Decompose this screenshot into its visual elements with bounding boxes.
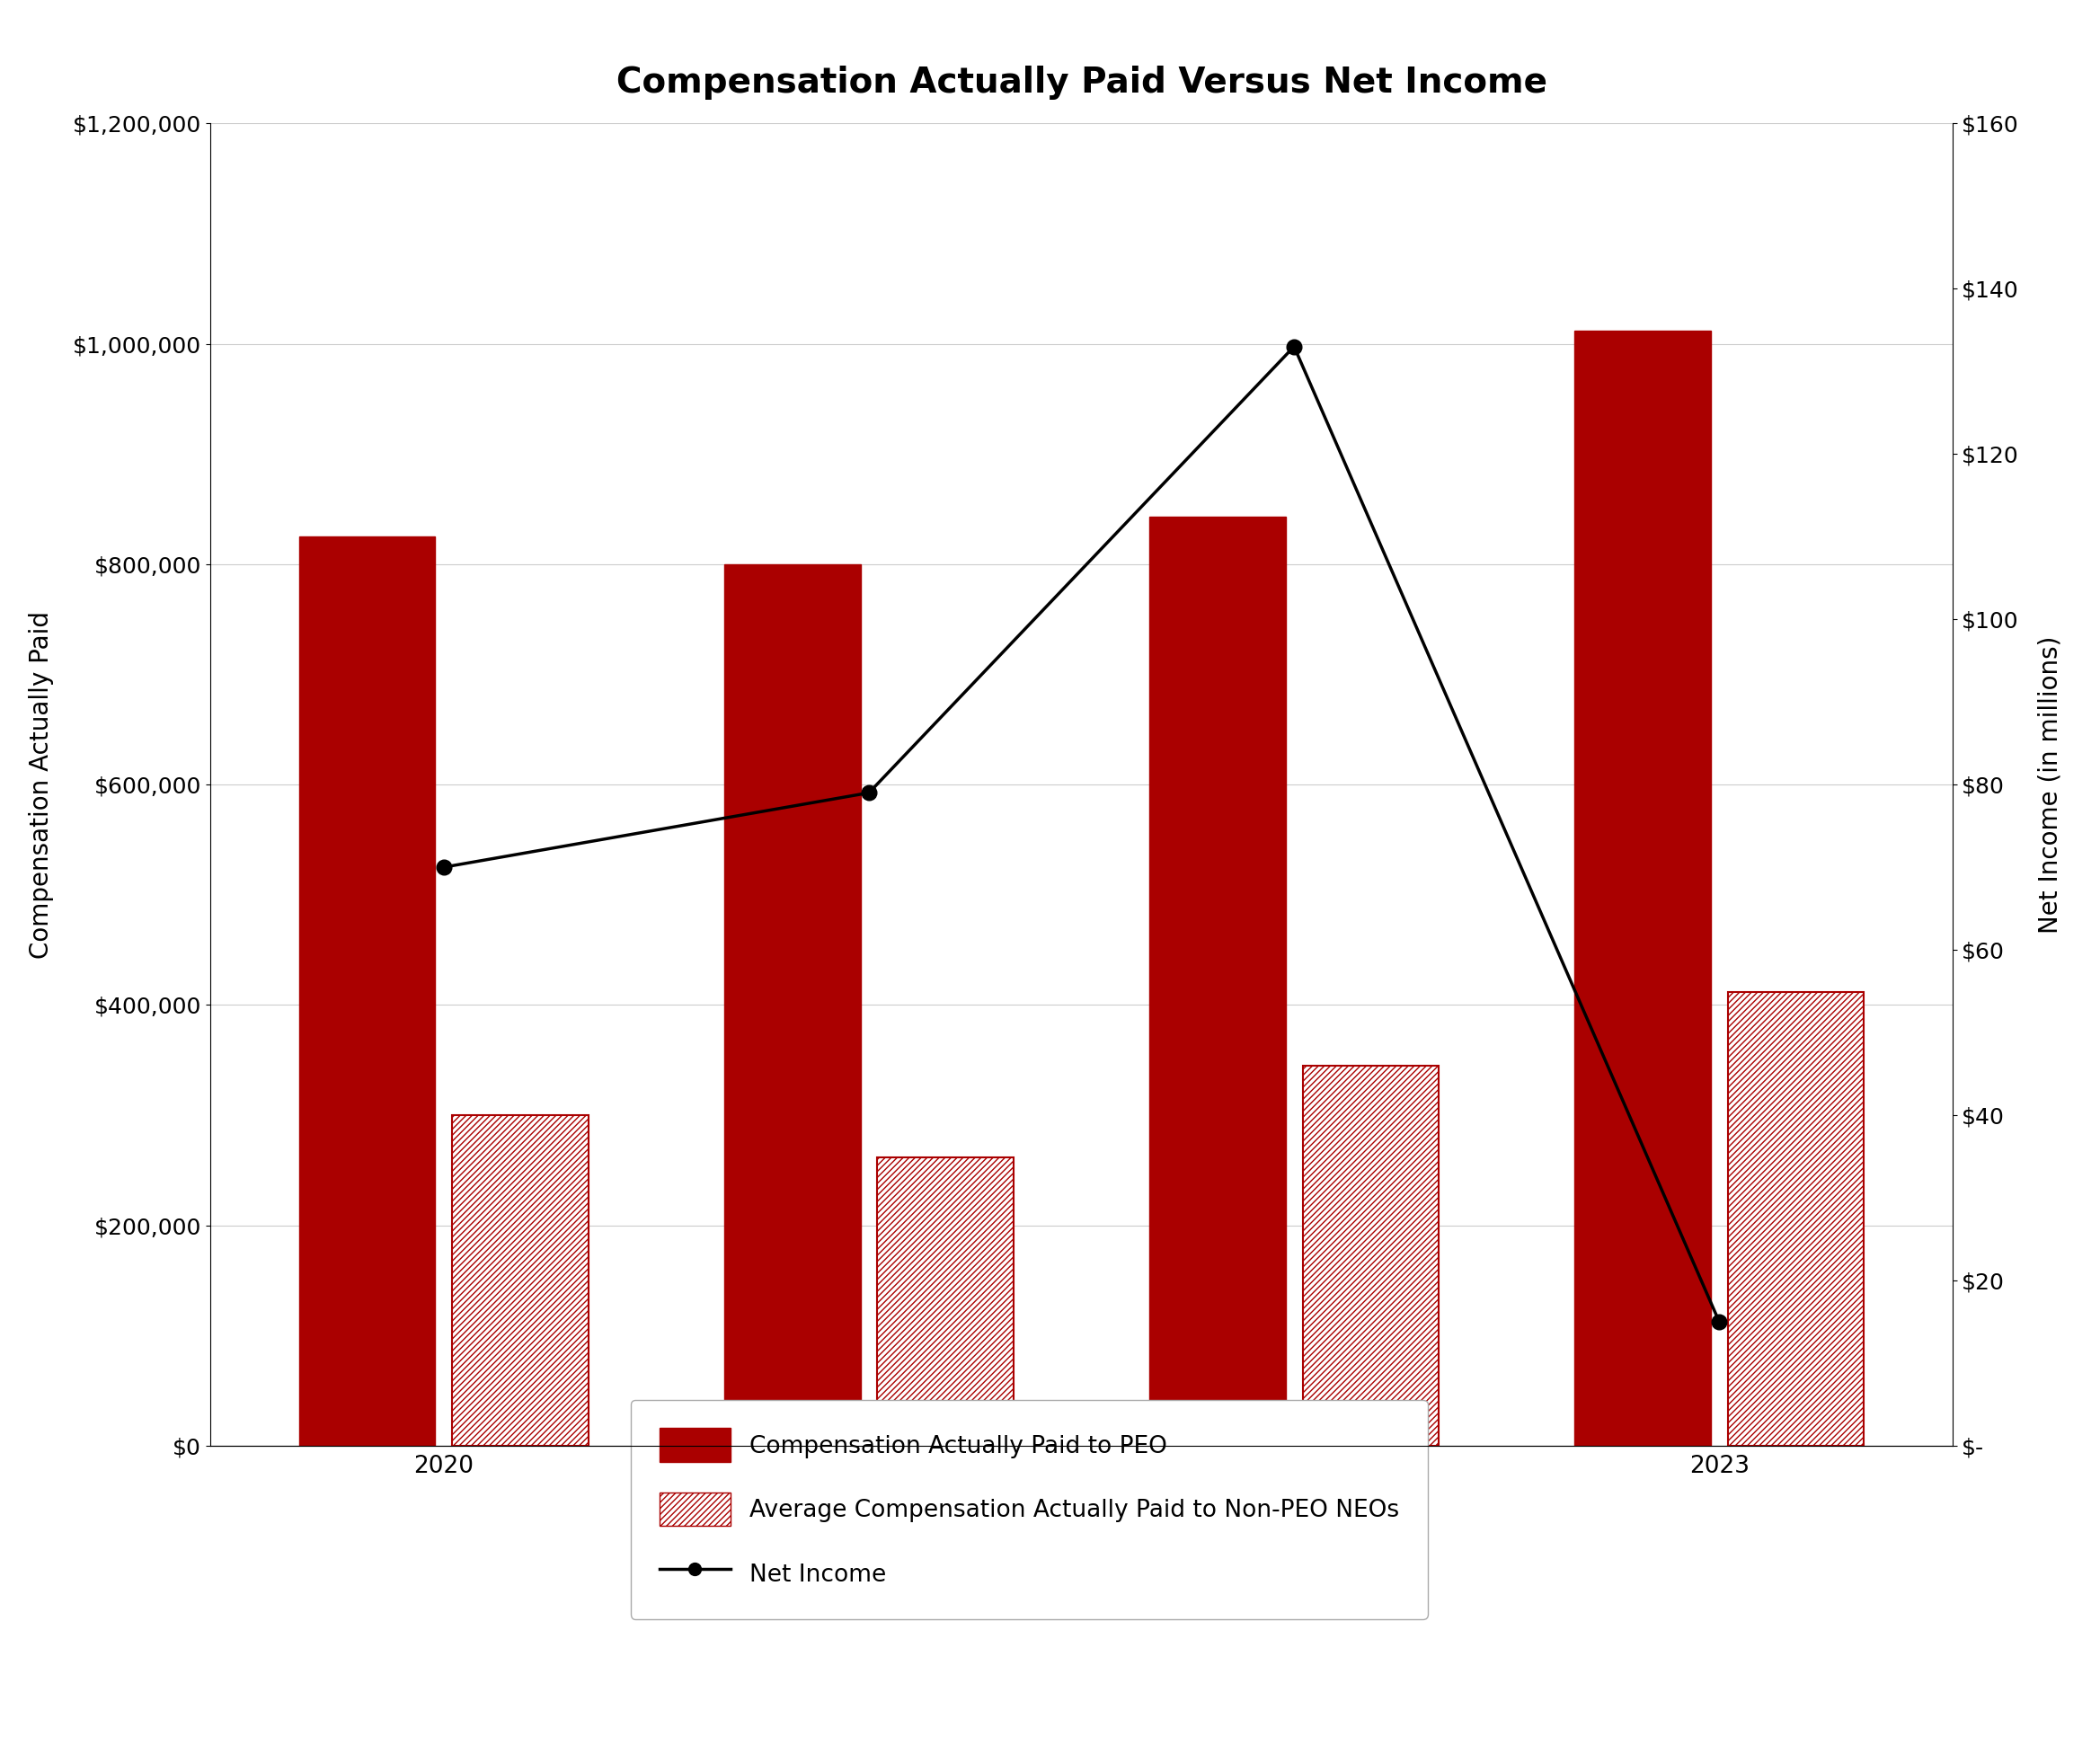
Bar <box>1575 330 1712 1446</box>
Bar <box>724 564 861 1446</box>
Net Income <box>1707 1312 1732 1333</box>
Bar <box>1149 517 1285 1446</box>
Title: Compensation Actually Paid Versus Net Income: Compensation Actually Paid Versus Net In… <box>615 65 1548 99</box>
Bar <box>1302 1065 1439 1446</box>
Legend: Compensation Actually Paid to PEO, Average Compensation Actually Paid to Non-PEO: Compensation Actually Paid to PEO, Avera… <box>630 1400 1428 1618</box>
Net Income <box>1281 337 1306 358</box>
Net Income <box>857 783 882 804</box>
Y-axis label: Net Income (in millions): Net Income (in millions) <box>2037 636 2062 933</box>
Bar <box>452 1114 588 1446</box>
Y-axis label: Compensation Actually Paid: Compensation Actually Paid <box>29 610 55 959</box>
Bar <box>1728 991 1863 1446</box>
Bar <box>300 536 435 1446</box>
Net Income <box>430 857 456 878</box>
Bar <box>878 1157 1014 1446</box>
Line: Net Income: Net Income <box>437 338 1726 1329</box>
